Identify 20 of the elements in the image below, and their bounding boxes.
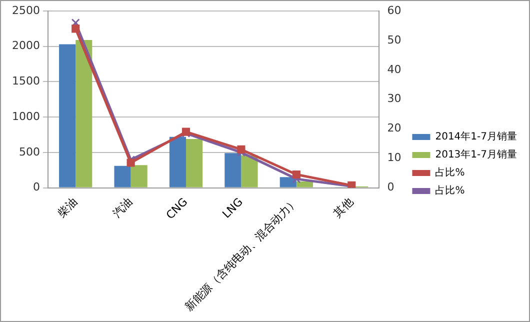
x-tick-label: 汽油 <box>110 195 135 220</box>
y2-tick-label: 10 <box>387 151 402 164</box>
y2-tick-label: 0 <box>387 180 394 194</box>
y-tick-label: 1500 <box>12 74 40 88</box>
legend-label: 占比% <box>435 184 465 197</box>
y-tick-label: 2500 <box>12 4 40 17</box>
legend-label: 2013年1-7月销量 <box>435 148 518 161</box>
y-tick-label: 1000 <box>12 110 40 123</box>
x-tick-label: 柴油 <box>54 195 80 220</box>
y2-tick-label: 60 <box>387 4 402 17</box>
y2-tick-label: 50 <box>387 33 402 46</box>
legend-label: 占比% <box>435 166 465 179</box>
y-tick-label: 500 <box>18 145 40 158</box>
y2-tick-label: 30 <box>387 92 402 106</box>
y2-tick-label: 40 <box>387 62 402 76</box>
y-tick-label: 0 <box>32 180 40 194</box>
y2-tick-label: 20 <box>387 122 402 135</box>
legend-label: 2014年1-7月销量 <box>435 130 518 143</box>
y-tick-label: 2000 <box>12 39 40 52</box>
x-tick-label: 其他 <box>331 195 356 220</box>
